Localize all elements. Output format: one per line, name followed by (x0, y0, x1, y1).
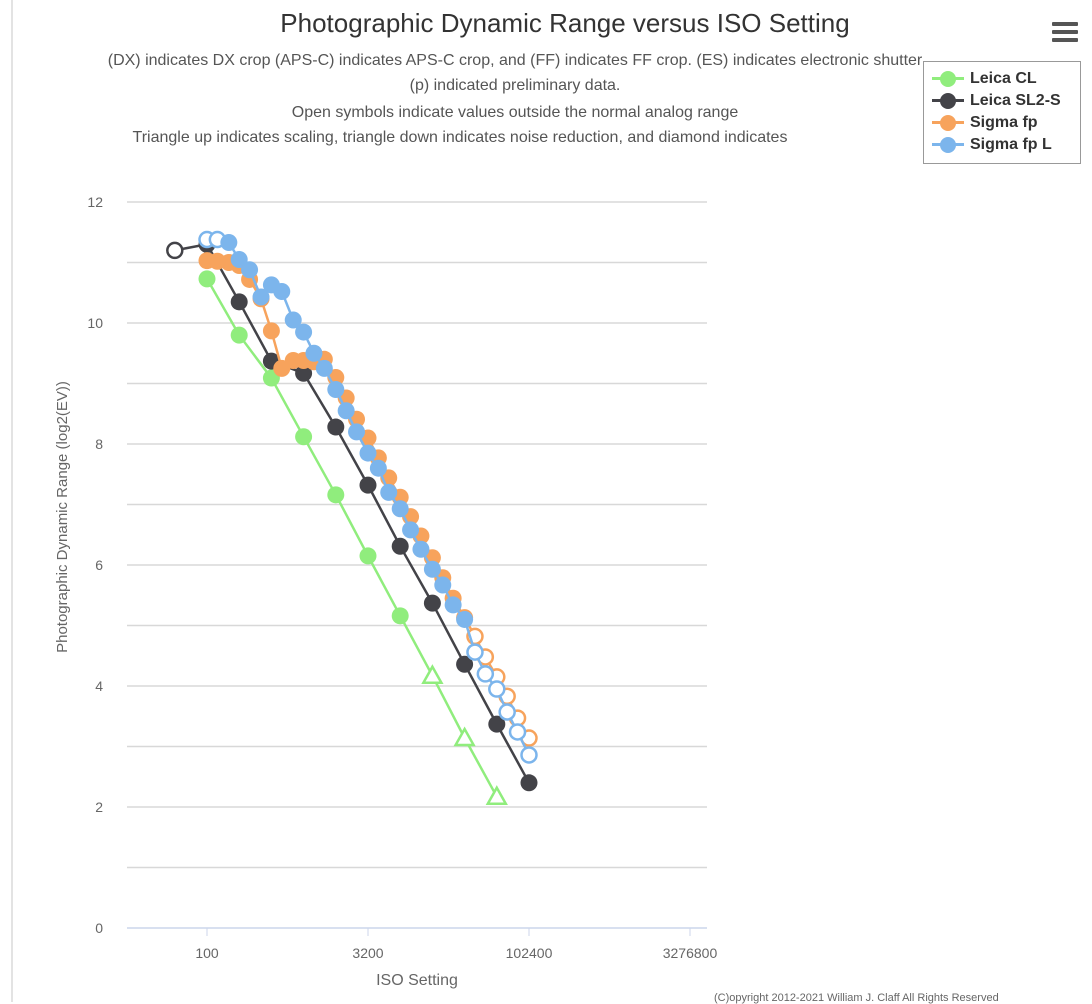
data-point (456, 610, 474, 628)
y-tick-label: 8 (95, 436, 103, 452)
x-tick-label: 3276800 (663, 945, 718, 961)
data-point (327, 418, 345, 436)
y-tick-label: 4 (95, 678, 103, 694)
data-point (198, 270, 216, 288)
data-point (423, 560, 441, 578)
series-leica-cl (198, 270, 508, 805)
data-point-open (498, 703, 516, 721)
data-point (252, 288, 270, 306)
legend-label: Leica SL2-S (970, 92, 1061, 109)
x-tick-label: 100 (195, 945, 219, 961)
data-point (391, 607, 409, 625)
data-point-open (476, 665, 495, 683)
x-axis-title: ISO Setting (376, 972, 458, 989)
legend-item-leica-sl2-s[interactable]: Leica SL2-S (932, 90, 1080, 112)
y-tick-label: 0 (95, 920, 103, 936)
series-sigma-fp-l (198, 230, 538, 764)
data-point (315, 359, 333, 377)
legend-marker-icon (932, 93, 964, 109)
data-point (337, 402, 355, 420)
data-point (412, 540, 430, 558)
legend-item-sigma-fp[interactable]: Sigma fp (932, 112, 1080, 134)
legend-marker-icon (932, 115, 964, 131)
data-point-triangle-open (485, 785, 508, 805)
data-point-triangle-open (421, 664, 444, 684)
legend-label: Sigma fp L (970, 136, 1052, 153)
y-tick-label: 6 (95, 557, 103, 573)
data-point (284, 311, 302, 329)
data-point (402, 521, 420, 539)
data-point (327, 381, 345, 399)
left-border (11, 0, 13, 1002)
hamburger-menu-icon[interactable] (1052, 22, 1078, 42)
data-point (444, 596, 462, 614)
data-point (262, 322, 280, 340)
data-point (230, 250, 248, 268)
data-point (305, 344, 323, 362)
chart-title: Photographic Dynamic Range versus ISO Se… (280, 8, 850, 38)
legend: Leica CL Leica SL2-S Sigma fp Sigma fp L (923, 61, 1081, 164)
legend-marker-icon (932, 137, 964, 153)
y-axis-title: Photographic Dynamic Range (log2(EV)) (54, 381, 71, 653)
legend-label: Sigma fp (970, 114, 1038, 131)
data-point (488, 715, 506, 733)
legend-item-leica-cl[interactable]: Leica CL (932, 68, 1080, 90)
y-tick-label: 2 (95, 799, 103, 815)
chart-subtitle-line-3: Open symbols indicate values outside the… (291, 104, 739, 121)
data-point (273, 283, 291, 301)
data-point (434, 576, 452, 594)
data-point (295, 323, 313, 341)
series-leica-sl2-s (166, 235, 538, 792)
data-point-open (466, 643, 484, 661)
x-tick-label: 3200 (352, 945, 383, 961)
chart-subtitle-line-1: (DX) indicates DX crop (APS-C) indicates… (107, 52, 923, 69)
series-line (174, 242, 531, 784)
data-point (359, 444, 377, 462)
chart-subtitle-line-2: (p) indicated preliminary data. (409, 77, 621, 94)
data-point-open (520, 746, 538, 764)
chart-subtitle-line-4: Triangle up indicates scaling, triangle … (132, 129, 788, 146)
copyright-text: (C)opyright 2012-2021 William J. Claff A… (714, 992, 999, 1004)
data-point (359, 476, 377, 494)
data-point (295, 364, 313, 382)
y-tick-label: 10 (87, 315, 103, 331)
data-point (220, 234, 238, 252)
series-line (205, 278, 498, 798)
data-point (423, 594, 441, 612)
data-point (380, 483, 398, 501)
legend-item-sigma-fp-l[interactable]: Sigma fp L (932, 134, 1080, 156)
data-point (456, 655, 474, 673)
data-point (295, 428, 313, 446)
data-point (327, 486, 345, 504)
data-point-open (508, 723, 527, 741)
data-point (520, 774, 538, 792)
data-point-open (488, 680, 506, 698)
x-tick-label: 102400 (506, 945, 553, 961)
data-point (230, 326, 248, 344)
data-point (391, 537, 409, 555)
data-point (391, 500, 409, 518)
y-tick-label: 12 (87, 194, 103, 210)
data-point (369, 459, 387, 477)
data-point-triangle-open (453, 726, 476, 747)
data-point (359, 547, 377, 565)
data-point (348, 423, 366, 441)
legend-label: Leica CL (970, 70, 1037, 87)
data-point (230, 293, 248, 311)
legend-marker-icon (932, 71, 964, 87)
data-point-open (166, 241, 184, 260)
data-point (241, 261, 259, 279)
